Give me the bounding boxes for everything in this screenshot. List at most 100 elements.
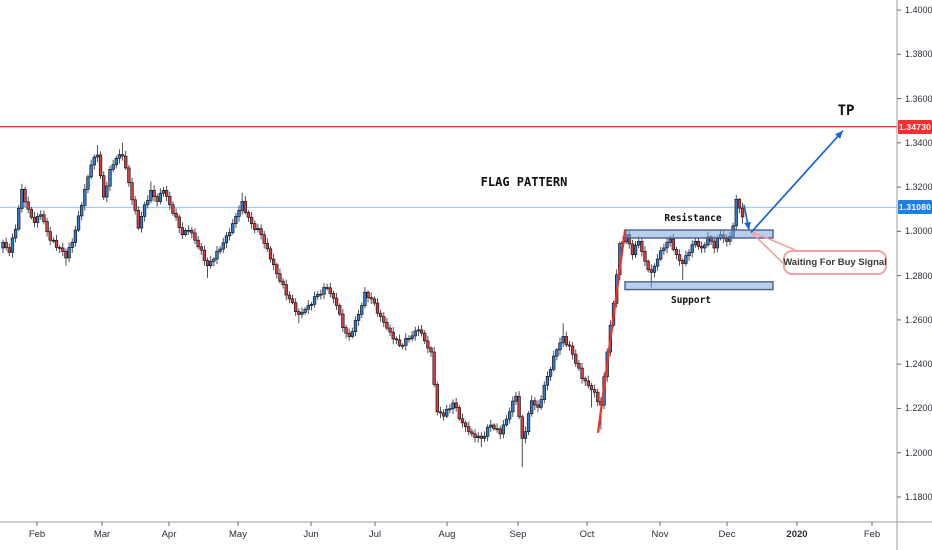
support-zone-rect[interactable]	[624, 281, 774, 291]
time-axis-label: Mar	[93, 529, 111, 540]
candle-down	[278, 273, 282, 282]
candle-down	[397, 339, 402, 346]
candle-down	[199, 246, 203, 251]
candle-up	[552, 355, 556, 370]
candle-up	[111, 164, 115, 170]
candle-up	[39, 214, 43, 217]
candle-down	[127, 167, 131, 184]
candle-down	[284, 284, 288, 296]
oct-trend-line[interactable]	[596, 230, 627, 433]
support-label[interactable]: Support	[670, 295, 712, 306]
candle-down	[168, 195, 172, 206]
candle-down	[699, 246, 704, 249]
pullback-arrow-head	[744, 221, 751, 231]
candle-up	[17, 208, 21, 230]
candle-down	[281, 280, 285, 285]
candle-down	[589, 385, 594, 390]
candle-up	[240, 201, 244, 211]
candle-up	[237, 210, 241, 217]
callout-pointer-line	[749, 230, 788, 268]
candle-up	[95, 154, 100, 158]
candle-down	[740, 207, 745, 218]
tp-price-tag: 1.34730	[898, 119, 932, 134]
candle-up	[89, 164, 93, 178]
candle-down	[649, 269, 653, 273]
candle-down	[681, 260, 685, 264]
candle-up	[511, 400, 515, 413]
time-axis-label: Aug	[438, 529, 456, 540]
candle-up	[309, 303, 314, 306]
price-axis-label: 1.24000	[905, 359, 932, 370]
candles-series	[1, 142, 745, 468]
candle-down	[369, 297, 373, 300]
candle-up	[548, 369, 553, 377]
flag-pattern-label[interactable]: FLAG PATTERN	[480, 175, 568, 189]
candle-up	[514, 395, 518, 402]
candle-up	[221, 242, 225, 250]
candle-up	[86, 176, 90, 190]
resistance-label[interactable]: Resistance	[664, 213, 722, 224]
candle-down	[98, 154, 103, 177]
candle-up	[539, 399, 543, 408]
candle-down	[253, 223, 257, 231]
price-axis-label: 1.38000	[905, 49, 932, 60]
candle-up	[319, 293, 323, 296]
candle-down	[42, 214, 46, 222]
tp-label[interactable]: TP	[837, 103, 855, 119]
candle-up	[482, 435, 487, 439]
candle-down	[372, 298, 376, 304]
candle-down	[671, 238, 675, 250]
candle-down	[378, 312, 383, 317]
candle-down	[495, 428, 499, 430]
candle-up	[501, 424, 506, 435]
candle-up	[209, 260, 213, 267]
candle-down	[640, 240, 644, 252]
candle-down	[460, 418, 465, 424]
tp-arrow[interactable]	[750, 130, 844, 234]
candle-up	[224, 235, 229, 244]
candle-up	[703, 244, 707, 249]
candle-down	[325, 287, 329, 289]
time-axis-label: 2020	[786, 529, 808, 540]
price-axis-label: 1.18000	[905, 492, 932, 502]
candle-up	[360, 305, 364, 315]
candle-up	[108, 169, 112, 187]
candle-up	[73, 229, 78, 243]
time-axis-label: Jun	[303, 529, 319, 540]
price-axis-label: 1.22000	[905, 403, 932, 414]
buy-signal-callout[interactable]: Waiting For Buy Signal	[783, 250, 887, 275]
price-axis-label: 1.32000	[905, 182, 932, 193]
candle-down	[152, 190, 156, 197]
price-axis-label: 1.34000	[905, 137, 932, 148]
candle-down	[246, 212, 251, 218]
candle-down	[492, 424, 496, 429]
candle-down	[344, 327, 348, 334]
candle-down	[287, 294, 292, 300]
candle-up	[476, 435, 480, 438]
candle-up	[13, 228, 18, 239]
candle-up	[70, 242, 74, 248]
price-axis-label: 1.30000	[905, 226, 932, 237]
candle-down	[275, 264, 279, 275]
candle-up	[67, 247, 71, 259]
candle-down	[331, 293, 336, 299]
candle-up	[1, 242, 5, 249]
candle-down	[196, 239, 200, 248]
candle-up	[234, 216, 238, 224]
candle-up	[312, 296, 317, 305]
candle-down	[423, 332, 427, 342]
candle-up	[300, 312, 304, 315]
candle-down	[341, 313, 345, 329]
candle-down	[180, 227, 185, 236]
signal-price-tag: 1.31080	[898, 200, 932, 215]
candle-up	[542, 384, 546, 400]
candle-up	[322, 287, 326, 295]
price-axis-label: 1.36000	[905, 93, 932, 104]
candle-down	[26, 201, 30, 210]
candle-down	[567, 344, 572, 347]
tp-arrow-head	[835, 130, 843, 139]
candle-down	[249, 216, 254, 224]
